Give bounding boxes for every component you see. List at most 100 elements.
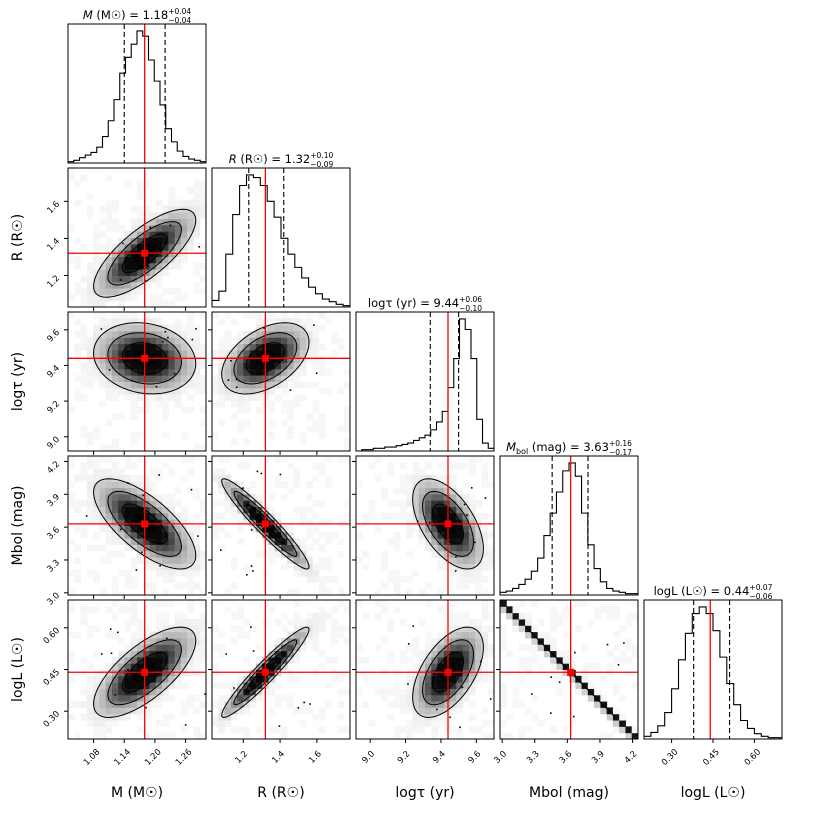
density-cell [99,381,107,389]
density-cell [174,324,182,332]
density-cell [99,300,107,307]
density-cell [143,701,151,708]
density-cell [193,212,201,220]
density-cell [80,713,88,721]
density-cell [293,569,301,577]
density-cell [562,656,570,664]
y-tick-label: 9.2 [45,399,62,416]
density-cell [318,356,326,364]
density-cell [299,337,307,345]
density-cell [587,682,595,689]
density-cell [111,394,119,401]
density-cell [299,362,307,370]
density-cell [99,682,107,689]
density-cell [137,500,144,508]
density-cell [425,462,432,470]
density-cell [218,343,226,351]
density-cell [456,682,464,689]
density-cell [180,682,188,689]
density-cell [230,375,238,382]
x-tick-label: 1.2 [234,749,251,766]
density-cell [174,224,182,232]
density-cell [631,726,638,734]
density-cell [274,650,282,658]
density-cell [281,456,288,463]
density-cell [124,481,132,489]
density-cell [187,531,194,539]
density-cell [99,468,107,476]
density-cell [581,682,589,689]
density-cell [612,720,620,727]
density-cell [456,493,464,501]
density-cell [606,707,614,715]
density-cell [481,675,489,683]
density-cell [443,726,451,734]
density-cell [456,656,464,664]
density-cell [318,612,326,620]
density-cell [306,625,313,633]
density-cell [525,707,532,715]
density-cell [237,694,244,702]
density-cell [456,694,464,702]
density-cell [174,563,182,571]
density-cell [143,493,151,501]
density-cell [105,381,113,389]
density-cell [243,368,251,376]
density-cell [80,337,88,345]
density-cell [187,656,194,664]
density-cell [481,663,489,670]
density-cell [105,368,113,376]
density-cell [162,356,169,364]
density-cell [130,606,138,614]
density-cell [143,675,151,683]
density-cell [193,663,201,670]
density-cell [124,381,132,389]
density-cell [80,294,88,302]
density-cell [230,625,238,633]
density-cell [93,300,100,307]
density-cell [199,243,206,251]
density-cell [506,732,514,739]
density-cell [587,663,595,670]
density-cell [230,381,238,389]
density-cell [111,205,119,213]
density-cell [431,481,439,489]
density-cell [174,288,182,295]
density-cell [412,663,420,670]
density-cell [287,324,295,332]
density-cell [475,726,482,734]
density-cell [149,237,157,245]
density-cell [268,318,276,326]
outlier-point [278,725,281,727]
density-cell [431,688,439,696]
density-cell [437,637,445,645]
density-cell [237,487,244,495]
density-cell [180,368,188,376]
density-cell [293,618,301,626]
density-cell [274,512,282,520]
density-cell [93,324,100,332]
density-cell [162,349,169,357]
density-cell [212,644,219,652]
density-cell [130,612,138,620]
density-cell [74,701,82,708]
density-cell [406,519,413,526]
density-cell [249,500,257,508]
truth-marker [261,520,269,528]
density-cell [537,720,545,727]
density-cell [168,675,176,683]
density-cell [512,612,520,620]
density-cell [468,663,476,670]
density-cell [143,713,151,721]
density-cell [111,294,119,302]
density-cell [130,637,138,645]
density-cell [187,650,194,658]
density-cell [425,701,432,708]
density-cell [475,663,482,670]
density-cell [281,732,288,739]
density-cell [481,625,489,633]
outlier-point [141,551,143,554]
density-cell [68,701,75,708]
density-cell [268,557,276,564]
density-cell [293,625,301,633]
